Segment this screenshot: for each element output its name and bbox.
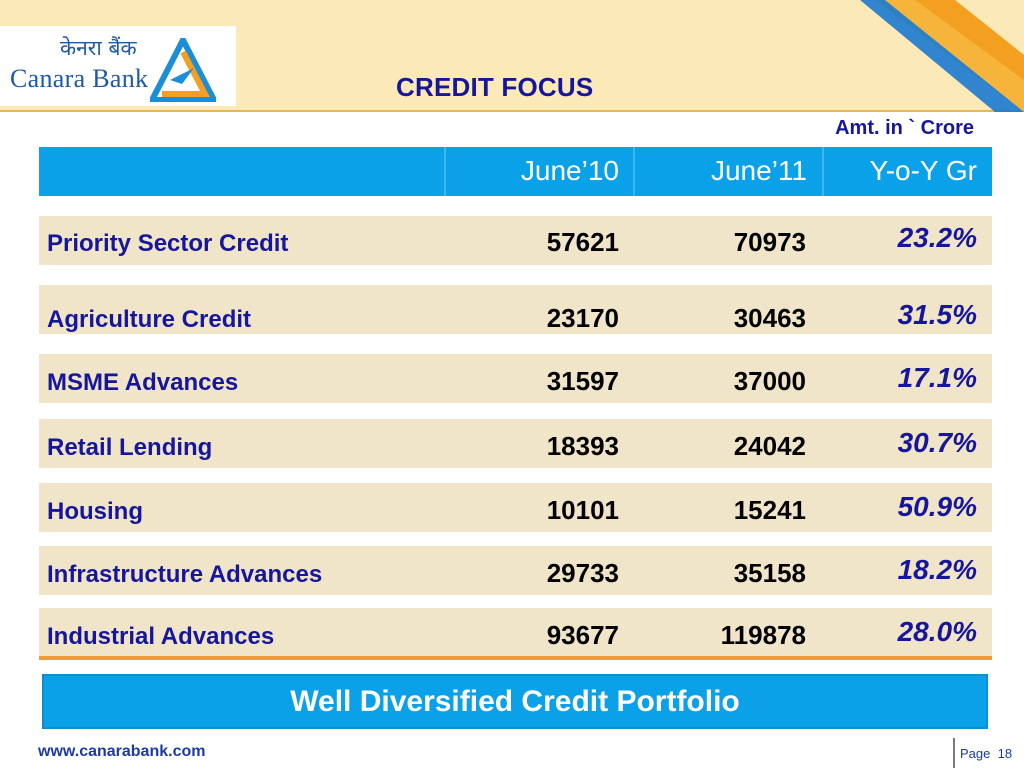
row-value-june11: 24042 bbox=[733, 431, 806, 461]
table-row: Retail Lending 18393 24042 30.7% bbox=[39, 419, 992, 468]
row-value-yoy: 28.0% bbox=[897, 616, 977, 647]
row-value-june10: 31597 bbox=[546, 366, 619, 396]
page-indicator: Page 18 bbox=[960, 746, 1012, 761]
table-row: MSME Advances 31597 37000 17.1% bbox=[39, 354, 992, 403]
table-row: Infrastructure Advances 29733 35158 18.2… bbox=[39, 546, 992, 595]
footer-divider bbox=[953, 738, 955, 768]
unit-note: Amt. in ` Crore bbox=[835, 117, 974, 139]
table-row: Priority Sector Credit 57621 70973 23.2% bbox=[39, 216, 992, 265]
row-label: Housing bbox=[47, 498, 143, 525]
header-divider bbox=[0, 110, 1024, 112]
canara-logo-icon bbox=[150, 38, 216, 102]
table-row: Agriculture Credit 23170 30463 31.5% bbox=[39, 285, 992, 334]
row-value-june10: 57621 bbox=[546, 227, 619, 257]
row-label: Industrial Advances bbox=[47, 623, 275, 650]
row-label: MSME Advances bbox=[47, 369, 239, 396]
table-bottom-rule bbox=[39, 656, 992, 660]
row-value-yoy: 30.7% bbox=[897, 427, 977, 458]
row-value-june10: 93677 bbox=[546, 620, 619, 650]
row-value-june11: 37000 bbox=[733, 366, 806, 396]
row-value-june11: 70973 bbox=[733, 227, 806, 257]
table-row: Housing 10101 15241 50.9% bbox=[39, 483, 992, 532]
bank-logo[interactable]: केनरा बैंक Canara Bank bbox=[0, 26, 236, 106]
table-header-row: June’10 June’11 Y-o-Y Gr bbox=[39, 147, 992, 196]
row-value-june10: 29733 bbox=[546, 558, 619, 588]
row-value-june11: 119878 bbox=[720, 620, 806, 650]
column-header-yoy: Y-o-Y Gr bbox=[869, 155, 977, 186]
logo-english-text: Canara Bank bbox=[10, 64, 149, 93]
page-title: CREDIT FOCUS bbox=[396, 72, 594, 102]
row-value-yoy: 23.2% bbox=[897, 222, 977, 253]
table-row: Industrial Advances 93677 119878 28.0% bbox=[39, 608, 992, 657]
header-divider-3 bbox=[822, 147, 824, 196]
column-header-june10: June’10 bbox=[520, 155, 619, 186]
logo-hindi-text: केनरा बैंक bbox=[60, 36, 137, 60]
row-value-yoy: 50.9% bbox=[897, 491, 977, 522]
row-value-june11: 30463 bbox=[733, 303, 806, 333]
row-value-yoy: 18.2% bbox=[897, 554, 977, 585]
row-value-june11: 35158 bbox=[733, 558, 806, 588]
swoosh-graphic bbox=[860, 0, 1024, 112]
summary-banner: Well Diversified Credit Portfolio bbox=[42, 674, 988, 729]
header-divider-1 bbox=[444, 147, 446, 196]
page-label: Page bbox=[960, 746, 991, 761]
page-number: 18 bbox=[997, 746, 1013, 761]
column-header-june11: June’11 bbox=[710, 155, 807, 186]
row-label: Agriculture Credit bbox=[47, 306, 252, 333]
row-label: Priority Sector Credit bbox=[47, 230, 289, 257]
row-value-june10: 23170 bbox=[546, 303, 619, 333]
row-value-yoy: 31.5% bbox=[897, 299, 977, 330]
row-label: Retail Lending bbox=[47, 434, 213, 461]
row-value-june10: 18393 bbox=[546, 431, 619, 461]
row-label: Infrastructure Advances bbox=[47, 561, 323, 588]
row-value-yoy: 17.1% bbox=[897, 362, 977, 393]
row-value-june11: 15241 bbox=[733, 495, 806, 525]
row-value-june10: 10101 bbox=[546, 495, 619, 525]
footer-website-link[interactable]: www.canarabank.com bbox=[38, 743, 206, 760]
header-divider-2 bbox=[633, 147, 635, 196]
